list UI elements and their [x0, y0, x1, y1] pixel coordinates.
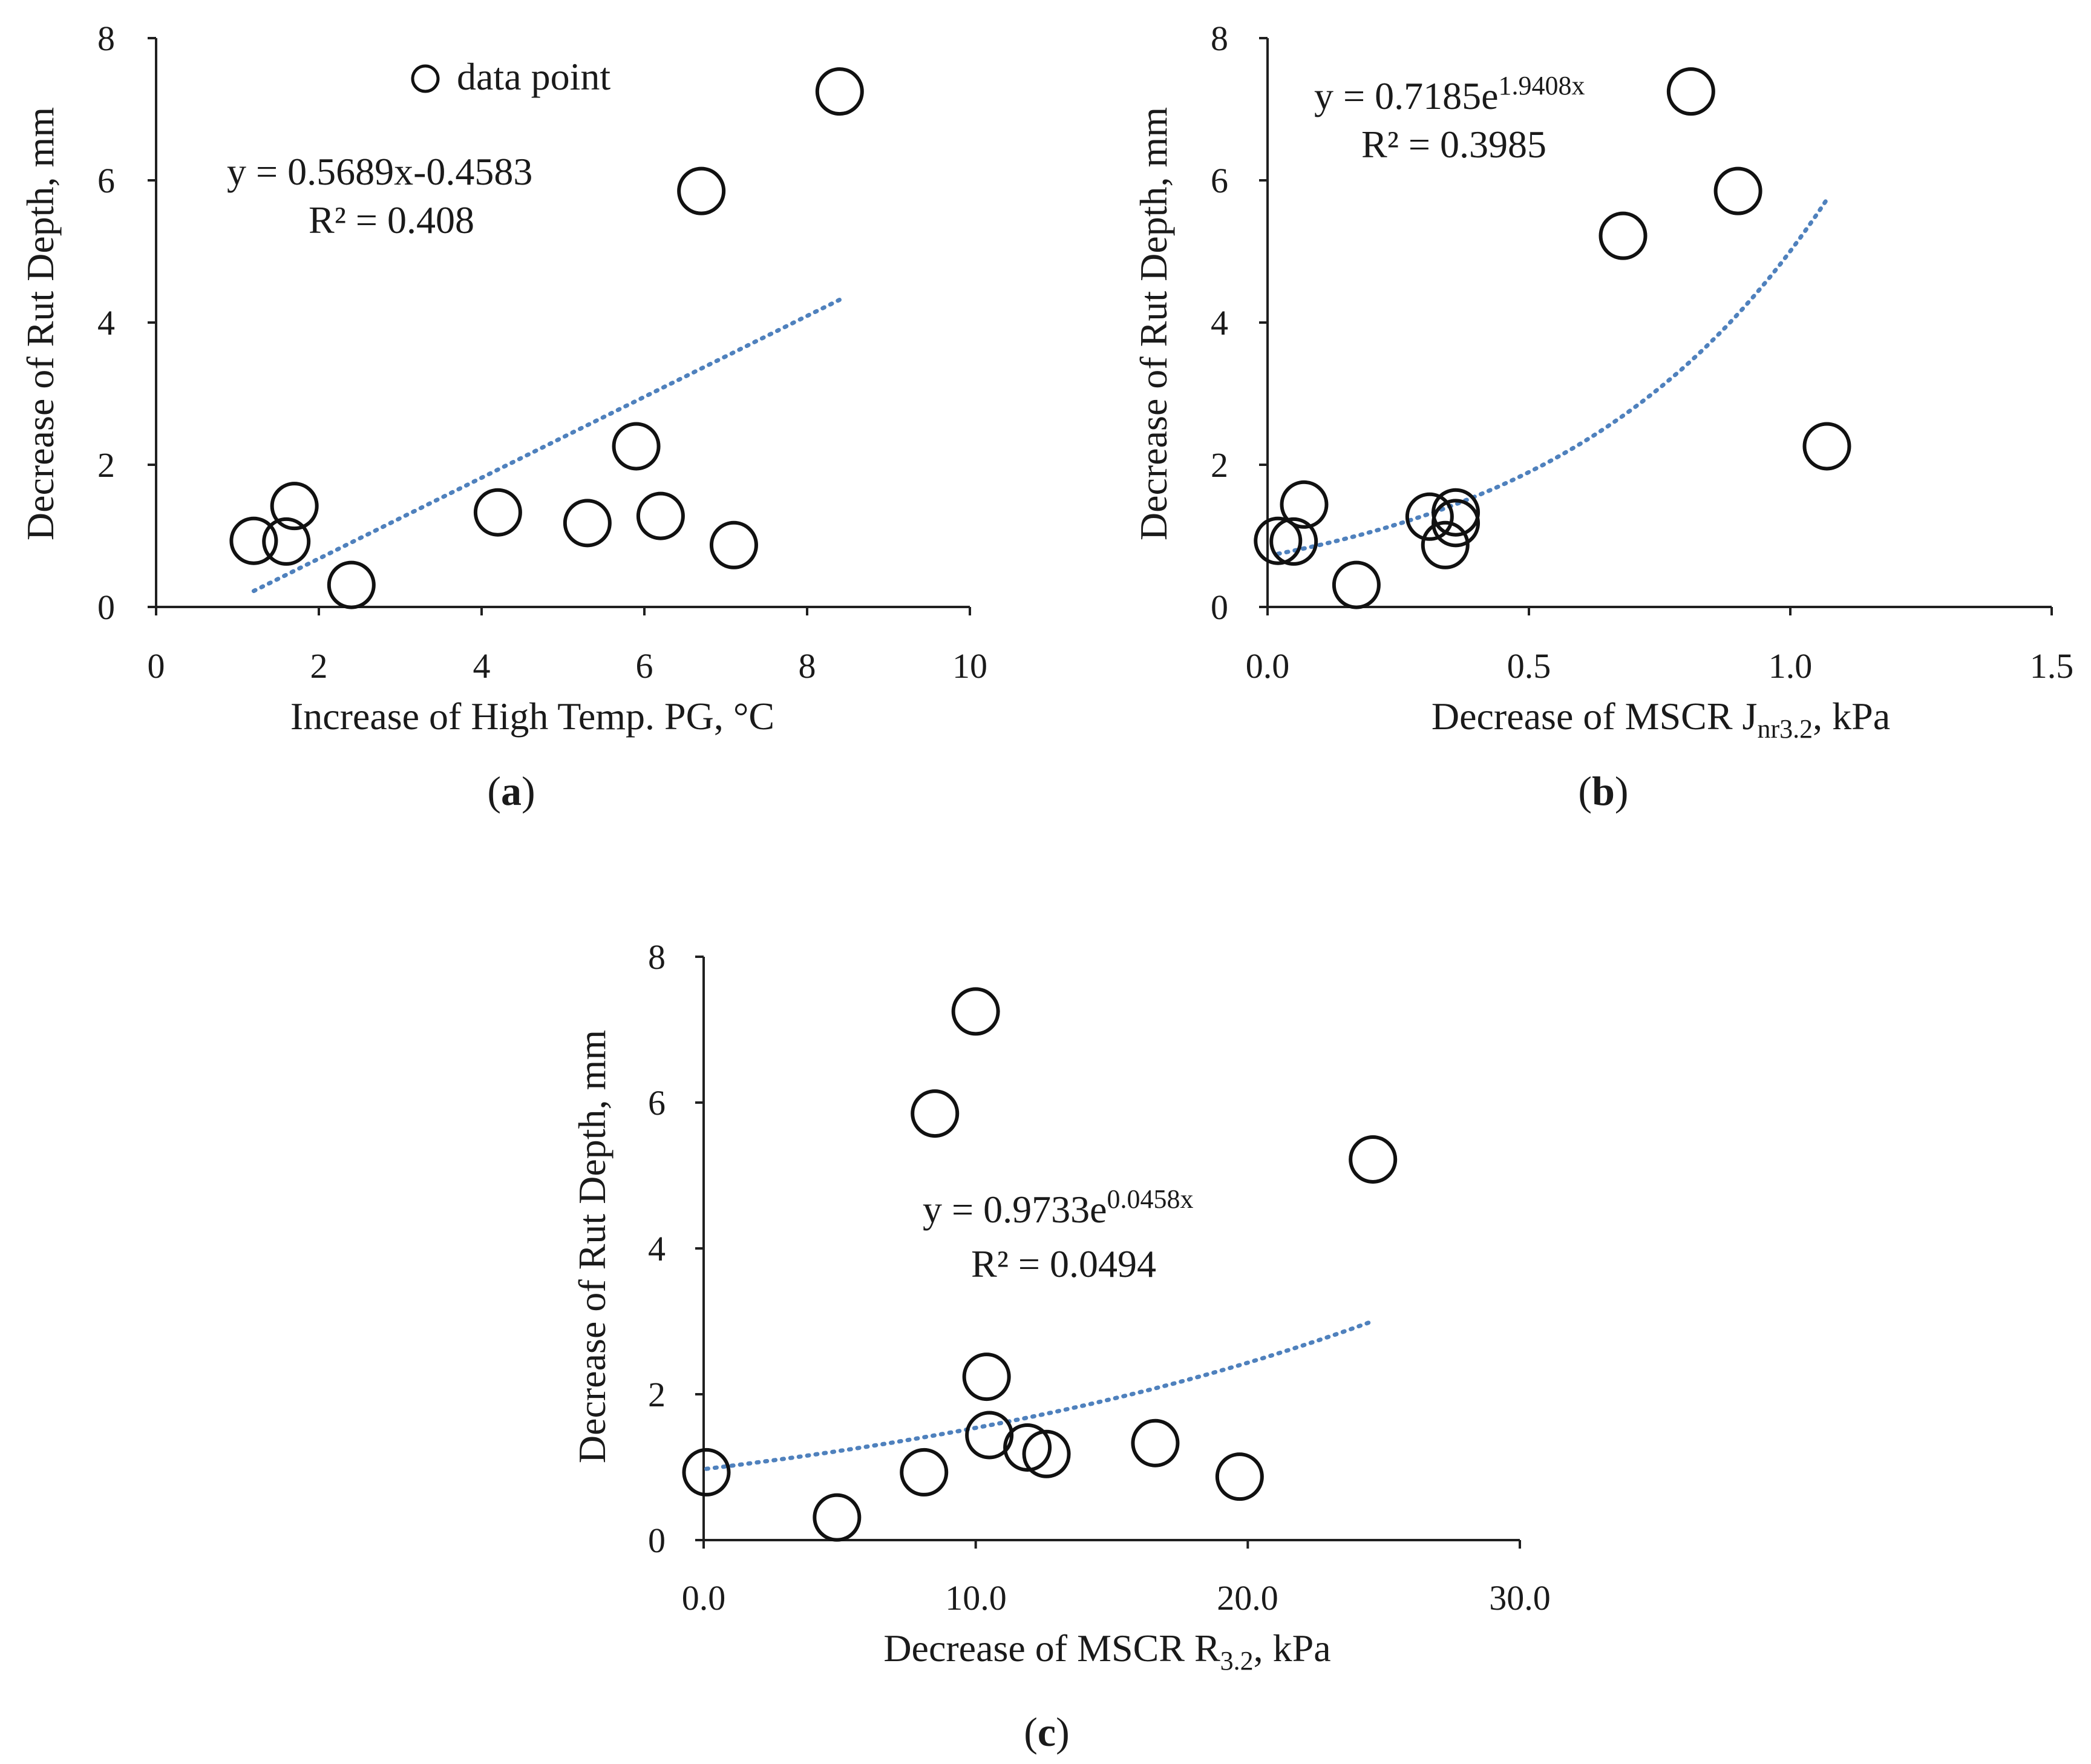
y-axis-title-a: Decrease of Rut Depth, mm — [19, 107, 62, 540]
data-point-c-5 — [962, 1353, 1011, 1402]
y-tick-label-c-8: 8 — [648, 937, 666, 977]
data-point-b-0 — [1254, 516, 1303, 565]
data-point-a-6 — [612, 422, 661, 471]
x-tick-labels-b: 0.0 0.5 1.0 1.5 — [1246, 646, 2074, 686]
y-axis-title-b: Decrease of Rut Depth, mm — [1132, 107, 1175, 540]
data-point-a-8 — [677, 166, 726, 215]
plot-marks-layer — [148, 37, 2053, 1549]
x-tick-label-b-1: 0.5 — [1507, 646, 1551, 686]
x-axis-title-a: Increase of High Temp. PG, °C — [290, 695, 774, 738]
x-tick-label-b-2: 1.0 — [1769, 646, 1813, 686]
data-point-c-7 — [1003, 1423, 1052, 1472]
y-tick-label-a-2: 2 — [97, 445, 115, 485]
y-tick-label-a-8: 8 — [97, 19, 115, 58]
x-tick-label-b-0: 0.0 — [1246, 646, 1290, 686]
data-point-b-1 — [1269, 517, 1318, 566]
data-point-b-5 — [1421, 520, 1470, 569]
trend-equation-c: y = 0.9733e0.0458x — [923, 1184, 1194, 1231]
r-squared-c: R² = 0.0494 — [971, 1242, 1156, 1285]
y-tick-label-a-6: 6 — [97, 161, 115, 200]
data-point-b-4 — [1405, 492, 1454, 541]
x-tick-label-a-8: 8 — [799, 646, 816, 686]
x-tick-label-c-1: 10.0 — [945, 1578, 1007, 1618]
y-tick-labels-b: 0 2 4 6 8 — [1211, 19, 1228, 627]
r-squared-a: R² = 0.408 — [309, 198, 474, 241]
data-point-c-4 — [951, 987, 1000, 1036]
y-tick-label-b-4: 4 — [1211, 303, 1228, 343]
x-tick-label-a-0: 0 — [148, 646, 165, 686]
data-point-a-2 — [270, 482, 319, 531]
data-point-c-8 — [1022, 1429, 1071, 1478]
y-tick-label-a-4: 4 — [97, 303, 115, 343]
data-point-b-2 — [1280, 480, 1329, 529]
trendline-c — [704, 1319, 1375, 1471]
x-tick-label-c-2: 20.0 — [1217, 1578, 1278, 1618]
trendline-a — [251, 297, 842, 594]
y-gridless-ticks-a: 0 2 4 6 8 — [97, 19, 115, 627]
y-tick-label-a-0: 0 — [97, 588, 115, 627]
x-tick-label-a-2: 2 — [310, 646, 328, 686]
y-tick-label-b-6: 6 — [1211, 161, 1228, 200]
y-tick-label-b-2: 2 — [1211, 445, 1228, 485]
y-tick-label-c-0: 0 — [648, 1521, 666, 1560]
y-axis-title-c: Decrease of Rut Depth, mm — [571, 1030, 614, 1463]
data-point-b-9 — [1666, 67, 1715, 116]
x-tick-label-c-3: 30.0 — [1489, 1578, 1551, 1618]
data-point-a-7 — [636, 491, 685, 540]
chart-panel-c: 0 2 4 6 8 0.0 10.0 20.0 30.0 Decrease of… — [571, 937, 1551, 1755]
chart-panel-b: 0 2 4 6 8 0.0 0.5 1.0 1.5 Decrease of MS… — [1132, 19, 2073, 814]
x-axis-title-c: Decrease of MSCR R3.2, kPa — [883, 1627, 1330, 1676]
data-point-c-10 — [1215, 1452, 1264, 1501]
data-point-b-10 — [1713, 166, 1762, 215]
y-tick-label-b-8: 8 — [1211, 19, 1228, 58]
y-tick-label-c-4: 4 — [648, 1229, 666, 1268]
data-point-a-1 — [262, 517, 311, 566]
data-point-c-9 — [1131, 1418, 1180, 1467]
data-point-b-3 — [1332, 560, 1381, 609]
data-point-c-3 — [911, 1089, 960, 1138]
data-point-c-6 — [965, 1411, 1014, 1460]
x-tick-labels-a: 0 2 4 6 8 10 — [148, 646, 988, 686]
data-point-a-5 — [563, 499, 612, 548]
x-tick-label-b-3: 1.5 — [2030, 646, 2074, 686]
legend-label: data point — [457, 55, 610, 98]
chart-panel-a: 0 2 4 6 8 0 2 4 6 8 10 Increase of High … — [19, 19, 987, 814]
x-tick-label-a-6: 6 — [636, 646, 653, 686]
trend-equation-a: y = 0.5689x-0.4583 — [227, 150, 532, 193]
data-point-a-0 — [229, 516, 278, 565]
y-tick-label-b-0: 0 — [1211, 588, 1228, 627]
data-point-b-6 — [1432, 488, 1481, 537]
legend-marker-circle-icon — [411, 64, 440, 93]
data-point-a-9 — [709, 520, 758, 569]
caption-a: (a) — [487, 768, 535, 814]
x-tick-label-a-10: 10 — [952, 646, 987, 686]
data-point-c-11 — [1349, 1135, 1398, 1184]
y-tick-label-c-2: 2 — [648, 1375, 666, 1414]
data-point-a-10 — [815, 67, 864, 116]
data-point-b-7 — [1432, 499, 1481, 548]
data-point-a-4 — [473, 488, 522, 537]
legend: data point — [411, 55, 610, 98]
y-tick-labels-c: 0 2 4 6 8 — [648, 937, 666, 1560]
trend-equation-b: y = 0.7185e1.9408x — [1314, 71, 1585, 117]
r-squared-b: R² = 0.3985 — [1361, 123, 1546, 166]
x-tick-labels-c: 0.0 10.0 20.0 30.0 — [682, 1578, 1551, 1618]
x-tick-label-a-4: 4 — [473, 646, 491, 686]
y-tick-label-c-6: 6 — [648, 1083, 666, 1123]
data-point-c-1 — [813, 1493, 862, 1542]
x-tick-label-c-0: 0.0 — [682, 1578, 726, 1618]
caption-b: (b) — [1578, 768, 1628, 814]
data-point-b-8 — [1599, 211, 1648, 260]
data-point-a-3 — [327, 560, 376, 609]
trendline-b — [1275, 197, 1829, 556]
data-point-c-0 — [682, 1448, 731, 1497]
caption-c: (c) — [1024, 1709, 1070, 1755]
x-axis-title-b: Decrease of MSCR Jnr3.2, kPa — [1432, 695, 1890, 744]
data-point-b-11 — [1802, 422, 1851, 471]
data-point-c-2 — [900, 1448, 949, 1497]
